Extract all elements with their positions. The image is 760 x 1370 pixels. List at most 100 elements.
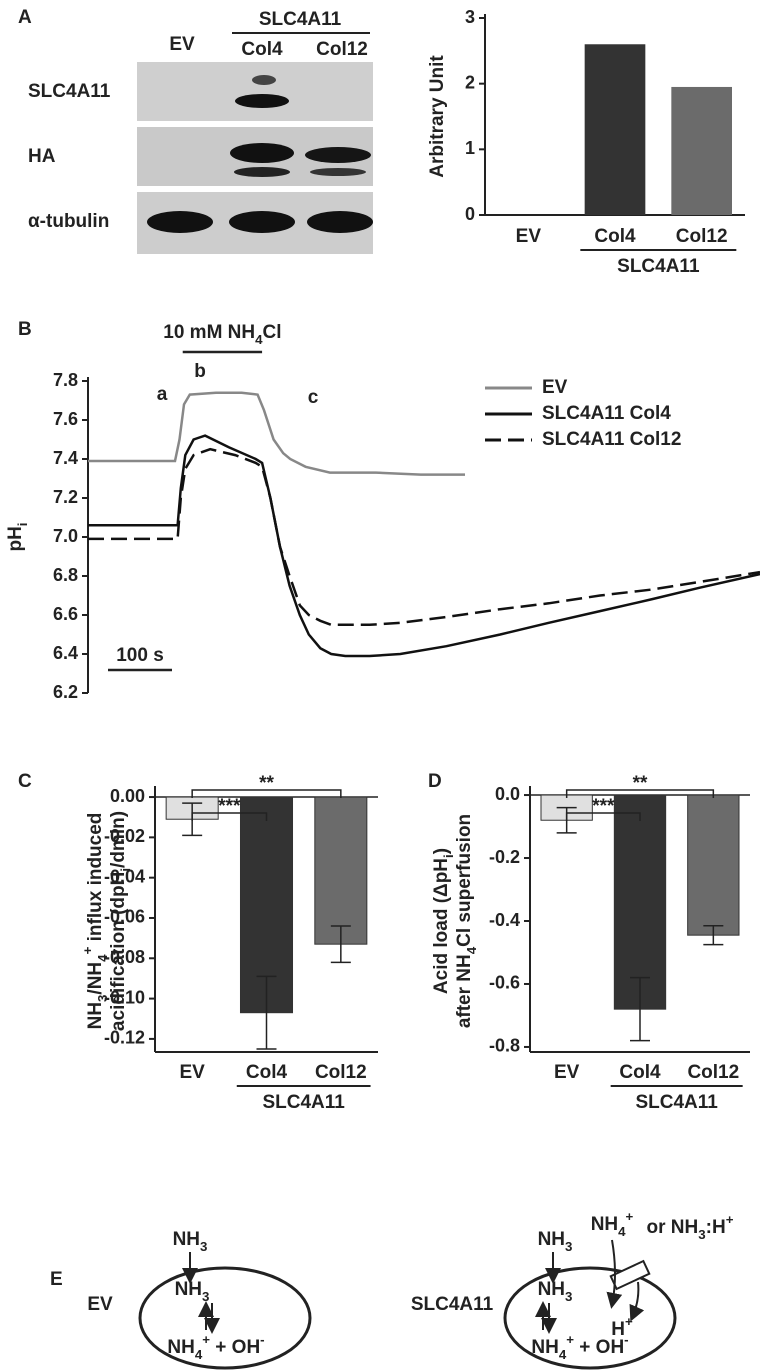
text-part: + [80, 946, 95, 954]
legend-label: EV [542, 377, 568, 398]
text-part: acidification (dpH [108, 872, 129, 1031]
band [230, 143, 294, 163]
text-part: i [118, 868, 133, 872]
text-part: 4 [464, 946, 479, 954]
series-line [88, 391, 465, 476]
diagram-label: NH4+ + OH- [531, 1332, 628, 1362]
band [307, 211, 373, 233]
x-tick-label: Col12 [687, 1062, 739, 1083]
band [252, 75, 276, 85]
y-tick-label: -0.8 [489, 1036, 520, 1056]
text-part: Acid load (ΔpH [431, 858, 452, 994]
lane-label: EV [169, 34, 195, 55]
bar [687, 794, 740, 936]
text-part: or NH [647, 1217, 699, 1238]
diagram-label: or NH3:H+ [647, 1212, 734, 1242]
stimulus-label: 10 mM NH4Cl [163, 322, 281, 347]
group-label: SLC4A11 [262, 1092, 345, 1113]
text-part: H [611, 1319, 625, 1340]
y-tick-label: 7.0 [53, 526, 78, 546]
group-label: SLC4A11 [635, 1092, 718, 1113]
x-tick-label: EV [179, 1062, 205, 1083]
x-tick-label: Col4 [619, 1062, 661, 1083]
y-tick-label: 7.2 [53, 487, 78, 507]
panel-label: C [18, 771, 32, 792]
lane-label: Col12 [316, 39, 368, 60]
panel-label: D [428, 771, 442, 792]
y-tick-label: 7.6 [53, 409, 78, 429]
y-tick-label: -0.08 [104, 947, 145, 967]
bar [613, 794, 667, 1010]
y-axis-label: acidification (dpHi/dmin) [108, 811, 133, 1031]
text-part: NH [538, 1229, 565, 1250]
y-tick-label: 0 [465, 204, 475, 224]
text-part: i [441, 854, 456, 858]
text-part: 3 [200, 1239, 207, 1254]
text-part: NH [531, 1337, 558, 1358]
text-part: 10 mM NH [163, 322, 255, 343]
y-tick-label: 7.4 [53, 448, 78, 468]
row-label: SLC4A11 [28, 81, 111, 102]
significance-bracket [191, 812, 268, 821]
y-tick-label: -0.04 [104, 866, 145, 886]
diagram-label: NH3 [538, 1279, 573, 1304]
y-tick-label: 3 [465, 7, 475, 27]
legend-label: SLC4A11 Col4 [542, 403, 671, 424]
blot-images [137, 32, 373, 254]
y-tick-label: -0.10 [104, 987, 145, 1007]
y-tick-label: 0.0 [495, 784, 520, 804]
x-tick-label: Col4 [246, 1062, 288, 1083]
y-tick-label: -0.4 [489, 910, 520, 930]
diagram-shapes [138, 1239, 677, 1370]
group-label: SLC4A11 [259, 9, 342, 30]
row-label: HA [28, 146, 56, 167]
significance-label: *** [218, 796, 241, 817]
y-axis-label: after NH4Cl superfusion [454, 814, 479, 1028]
text-part: influx induced [85, 813, 106, 947]
diagram-label: NH3 [175, 1279, 210, 1304]
group-label: SLC4A11 [617, 256, 700, 277]
scale-bar-label: 100 s [116, 645, 164, 666]
row-label: α-tubulin [28, 211, 109, 232]
bar [671, 86, 732, 215]
text-part: + [566, 1332, 574, 1347]
band [310, 168, 366, 176]
y-axis-label: pHi [5, 522, 30, 551]
y-tick-label: -0.06 [104, 907, 145, 927]
diagram-label: NH4+ + OH- [167, 1332, 264, 1362]
bar [314, 796, 368, 945]
significance-bracket [565, 812, 641, 821]
transporter [609, 1259, 651, 1291]
diagram-label: H+ [611, 1314, 633, 1340]
diagram-label: EV [87, 1294, 113, 1315]
lane-label: Col4 [241, 39, 283, 60]
arrow [606, 1239, 623, 1309]
band [147, 211, 213, 233]
y-axis-label: Acid load (ΔpHi) [431, 848, 456, 994]
y-tick-label: -0.2 [489, 847, 520, 867]
y-tick-label: 6.2 [53, 682, 78, 702]
text-part: NH [173, 1229, 200, 1250]
arrow [629, 1281, 645, 1322]
band [234, 167, 290, 177]
y-tick-label: 1 [465, 138, 475, 158]
band [235, 94, 289, 108]
annotation: b [194, 361, 206, 382]
significance-label: ** [633, 773, 648, 794]
y-tick-label: 7.8 [53, 370, 78, 390]
text-part: + OH [210, 1337, 260, 1358]
series-line [88, 434, 760, 658]
text-part: 4 [559, 1347, 567, 1362]
text-part: 3 [698, 1227, 705, 1242]
y-tick-label: -0.12 [104, 1028, 145, 1048]
diagram-label: SLC4A11 [411, 1294, 494, 1315]
text-part: 4 [255, 332, 263, 347]
blot-row [137, 62, 373, 121]
text-part: 3 [202, 1289, 209, 1304]
diagram-label: NH3 [173, 1229, 208, 1254]
text-part: NH [591, 1214, 618, 1235]
x-tick-label: Col4 [594, 226, 636, 247]
annotation: c [308, 387, 319, 408]
text-part: NH [538, 1279, 565, 1300]
